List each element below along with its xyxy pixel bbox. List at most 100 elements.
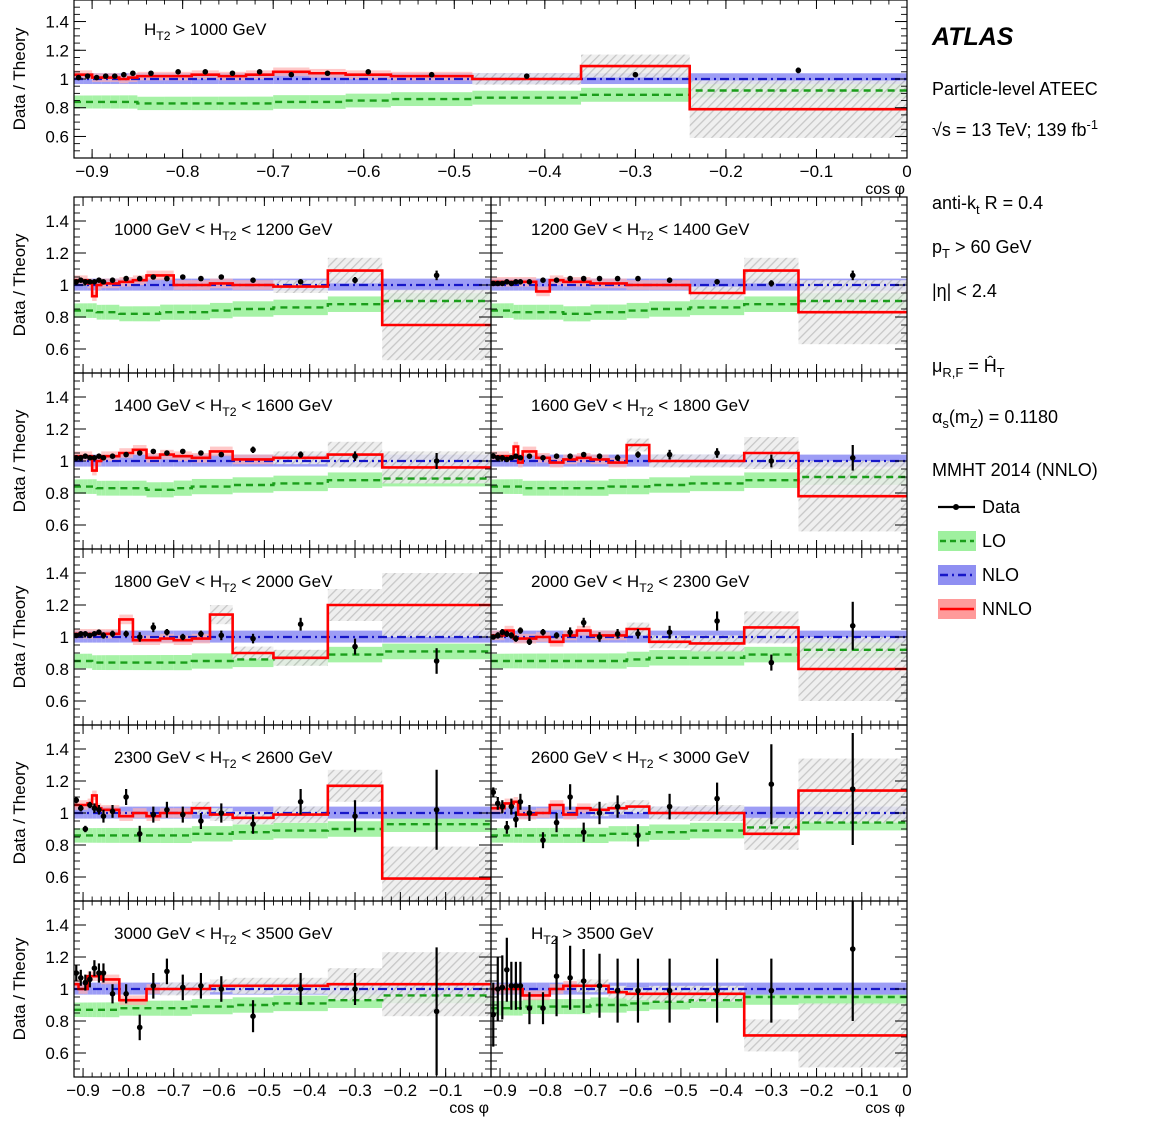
nlo-band [101,982,106,995]
x-tick-label: −0.2 [709,162,743,181]
nlo-band [327,630,383,643]
lo-band [500,479,505,494]
ratio-panel: 0.6 0.8 1 1.2 1.4 Data / Theory 3000 GeV < HT2… [10,900,492,1078]
data-point [148,70,154,77]
panel-label: 1800 GeV < HT2 < 2000 GeV [114,572,333,595]
y-tick-label: 0.8 [45,308,69,327]
x-tick-label: −0.2 [384,1081,418,1100]
data-point [96,277,102,284]
data-point [513,279,519,285]
lo-band [509,828,514,843]
lo-band [160,1000,174,1016]
y-tick-label: 0.6 [45,1044,69,1063]
y-tick-label: 0.8 [45,99,69,118]
data-point [508,280,515,287]
data-point [164,275,170,282]
data-point [849,455,856,461]
y-tick-label: 1 [60,804,69,823]
data-point [150,983,157,989]
data-point [87,455,93,461]
y-tick-label: 1.4 [45,388,69,407]
panel-label: 3000 GeV < HT2 < 3500 GeV [114,924,333,947]
panel-label: 1200 GeV < HT2 < 1400 GeV [531,220,750,243]
data-point [77,631,84,637]
data-point [513,453,519,460]
nlo-band [160,278,174,291]
data-point [714,279,720,285]
lo-band [83,479,88,494]
data-point [666,451,673,458]
data-point [87,802,93,808]
ratio-panel: HT2 > 3500 GeV [490,900,908,1078]
x-tick-label: −0.7 [256,162,290,181]
data-point [96,453,102,460]
data-point [504,279,510,285]
data-point [517,799,524,805]
lo-band [209,302,233,319]
data-point [218,632,225,639]
lo-band [626,302,650,319]
data-point [635,631,641,637]
data-point [553,453,560,460]
data-point [150,811,157,818]
lo-band [132,655,147,671]
lo-band [549,480,564,496]
lo-band [160,827,174,843]
data-point [849,946,856,952]
data-point [100,455,107,461]
data-point [82,279,89,285]
data-point [82,631,89,637]
x-tick-label: −0.4 [528,162,562,181]
alphas-label: αs(mZ) = 0.1180 [932,407,1058,431]
y-tick-label: 1 [60,70,69,89]
data-point [508,455,515,461]
data-point [352,277,358,284]
data-point [567,794,573,800]
data-point [77,805,84,811]
ratio-panel: 0.6 0.8 1 1.2 1.4 Data / Theory 1800 GeV < HT2… [10,548,492,726]
y-tick-label: 1 [60,980,69,999]
data-point [504,824,510,831]
data-point [87,976,93,983]
nnlo-curve [74,784,491,880]
data-point [198,275,204,282]
data-point [102,73,109,79]
data-point [553,632,560,639]
data-point [523,73,530,79]
x-tick-label: −0.7 [574,1081,608,1100]
lo-band [132,480,147,496]
lo-band [500,828,505,843]
lo-band [146,655,161,671]
y-tick-label: 0.8 [45,484,69,503]
data-point [84,73,91,79]
data-point [96,807,102,813]
x-tick-label: 0 [902,1081,911,1100]
data-point [123,794,129,800]
data-point [198,983,204,989]
data-point [526,279,533,285]
lo-band [191,653,210,669]
pdf-label: MMHT 2014 (NNLO) [932,460,1098,480]
data-point [553,277,560,284]
data-point [433,1008,440,1015]
x-tick-label: −0.8 [528,1081,562,1100]
experiment-label: ATLAS [931,23,1014,51]
data-point [82,826,89,832]
data-point [714,987,720,994]
lo-curve [74,299,491,315]
data-point [109,277,116,284]
data-point [632,71,639,78]
data-point [714,795,720,802]
data-point [109,808,116,815]
data-point [218,274,225,280]
y-tick-label: 1.2 [45,596,69,615]
data-point [517,627,524,634]
x-tick-label: −0.5 [664,1081,698,1100]
data-point [100,813,107,819]
data-point [120,71,127,78]
data-point [596,634,603,640]
data-point [526,1005,533,1011]
data-point [297,451,304,458]
lo-band [232,301,274,317]
